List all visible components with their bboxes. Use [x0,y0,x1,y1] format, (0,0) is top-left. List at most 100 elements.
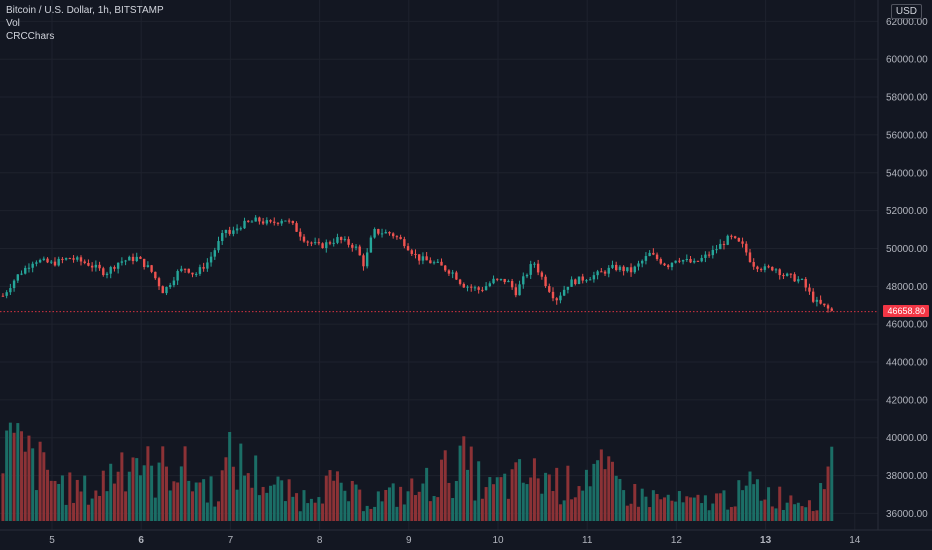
volume-bar [365,505,369,521]
volume-bar [417,491,421,521]
volume-bar [774,508,778,521]
volume-bar [759,500,763,521]
candle-body [76,257,79,260]
volume-bar [112,483,116,521]
candle-body [16,274,20,281]
candle-body [53,261,57,266]
volume-bar [763,499,767,521]
volume-bar [16,423,20,521]
y-tick-label: 44000.00 [886,358,928,369]
candle-body [68,258,72,260]
volume-bar [217,501,221,521]
candle-body [250,221,254,223]
candle-body [737,238,741,242]
volume-bar [79,491,83,521]
candle-body [388,232,391,234]
volume-bar [677,491,681,521]
volume-bar [246,473,250,521]
x-axis: 5 6 7 8 9 10 11 12 13 14 [49,535,861,546]
y-tick-label: 60000.00 [886,55,928,66]
volume-bar [748,471,752,521]
volume-bar [86,504,90,521]
volume-bar [309,498,313,521]
candle-body [224,229,228,233]
volume-indicator-label[interactable]: Vol [6,18,20,29]
candle-body [745,243,748,253]
volume-bar [666,494,670,521]
candle-body [116,262,120,269]
volume-bar [38,441,42,521]
volume-bar [384,489,388,521]
volume-bar [811,511,815,521]
volume-bar [380,501,384,521]
volume-bar [46,469,50,521]
candle-body [165,286,168,294]
x-tick-label: 8 [317,535,323,546]
x-tick-label: 10 [492,535,504,546]
volume-bar [57,483,61,521]
candle-body [588,279,592,281]
volume-bar [711,503,715,521]
volume-bar [90,498,94,521]
candle-body [518,284,521,296]
candle-body [689,258,692,263]
volume-bar [402,504,406,521]
candle-body [440,261,443,266]
volume-bar [518,459,522,521]
candle-body [655,254,659,260]
candle-body [726,235,729,245]
volume-bar [142,465,146,521]
candle-body [496,278,499,280]
candle-body [261,221,265,224]
candle-body [458,279,462,284]
volume-bar [428,501,432,521]
volume-bar [328,470,332,521]
volume-bar [625,505,629,521]
volume-bar [700,503,704,521]
candle-body [700,257,703,262]
volume-bars [1,422,834,521]
currency-badge[interactable]: USD [890,4,922,19]
candle-body [767,266,770,268]
volume-bar [124,491,128,521]
candle-body [741,241,744,244]
volume-bar [313,502,317,521]
candle-body [228,229,231,234]
volume-bar [60,475,64,521]
candle-body [652,252,655,255]
candle-body [176,271,179,281]
candle-body [674,260,677,263]
volume-bar [298,511,302,521]
volume-bar [663,497,667,521]
volume-bar [737,480,741,521]
candle-body [369,237,373,253]
candle-body [265,220,269,224]
volume-bar [116,471,120,521]
candle-body [693,260,696,263]
candle-body [105,273,109,276]
volume-bar [324,475,328,521]
candle-body [611,264,614,268]
candle-body [626,267,629,272]
volume-bar [272,484,276,521]
volume-bar [607,456,611,521]
volume-bar [529,477,533,521]
candle-body [555,298,558,301]
candle-body [603,271,607,274]
volume-bar [451,498,455,521]
candle-body [663,263,666,266]
volume-bar [670,500,674,521]
candle-body [191,272,194,275]
volume-bar [540,493,544,521]
volume-bar [499,477,503,521]
candle-body [131,256,135,262]
y-tick-label: 50000.00 [886,244,928,255]
candle-body [410,250,413,254]
candle-body [696,260,700,262]
crcchars-indicator-label[interactable]: CRCChars [6,31,55,42]
volume-bar [257,495,261,521]
candle-body [670,262,674,268]
candle-body [455,272,458,280]
volume-bar [153,497,157,521]
